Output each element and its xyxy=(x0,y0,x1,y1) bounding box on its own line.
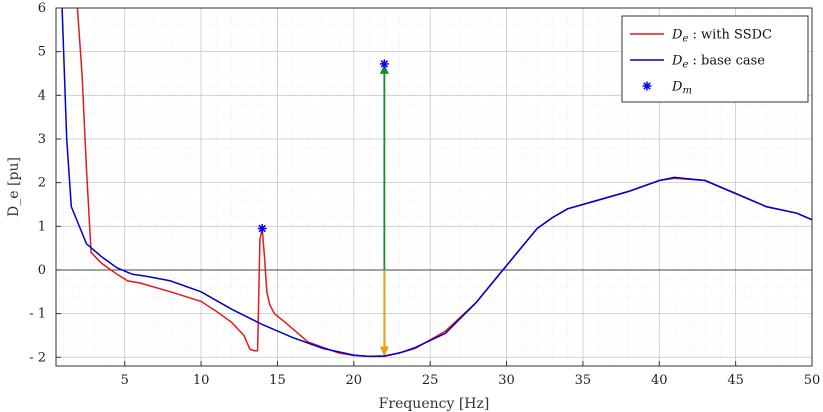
marker-stroke xyxy=(380,60,389,68)
x-tick-label: 10 xyxy=(193,373,210,388)
legend-box xyxy=(621,15,809,103)
series-marker xyxy=(379,59,389,69)
y-tick-label: - 1 xyxy=(29,307,46,322)
legend-swatch-marker xyxy=(642,81,652,91)
y-tick-label: 5 xyxy=(38,45,46,60)
x-tick-labels: 5 10 15 20 25 30 35 40 45 50 xyxy=(121,361,821,388)
x-tick-label: 50 xyxy=(804,373,821,388)
marker-stroke xyxy=(643,82,651,90)
x-axis-label: Frequency [Hz] xyxy=(379,396,490,412)
legend-label: De : base case xyxy=(671,54,765,71)
series-marker xyxy=(257,223,267,233)
y-tick-label: 2 xyxy=(38,176,46,191)
series-line xyxy=(61,8,812,358)
y-tick-label: 0 xyxy=(38,263,46,278)
series-group xyxy=(61,8,812,358)
marker-stroke xyxy=(258,224,266,233)
y-tick-label: 3 xyxy=(38,132,46,147)
y-tick-labels: - 2 - 1 0 1 2 3 4 5 6 xyxy=(29,1,61,365)
annotation-arrow-head xyxy=(379,346,389,357)
y-tick-label: 1 xyxy=(38,219,46,234)
y-tick-label: - 2 xyxy=(29,350,46,365)
plot-frame xyxy=(55,7,813,367)
legend-label: Dm xyxy=(671,80,692,97)
annotation-arrow-head xyxy=(379,63,389,74)
legend-label: De : with SSDC xyxy=(671,28,772,45)
x-tick-label: 40 xyxy=(651,373,668,388)
x-tick-label: 5 xyxy=(121,373,129,388)
x-tick-label: 30 xyxy=(498,373,515,388)
y-tick-label: 6 xyxy=(38,1,46,16)
x-tick-label: 25 xyxy=(422,373,439,388)
x-tick-label: 35 xyxy=(575,373,592,388)
x-tick-label: 45 xyxy=(727,373,744,388)
y-axis-label: D_e [pu] xyxy=(6,157,22,217)
x-tick-label: 20 xyxy=(346,373,363,388)
legend: De : with SSDC De : base case Dm xyxy=(621,15,809,103)
y-tick-label: 4 xyxy=(38,88,46,103)
annotations xyxy=(379,63,389,357)
x-tick-label: 15 xyxy=(269,373,286,388)
